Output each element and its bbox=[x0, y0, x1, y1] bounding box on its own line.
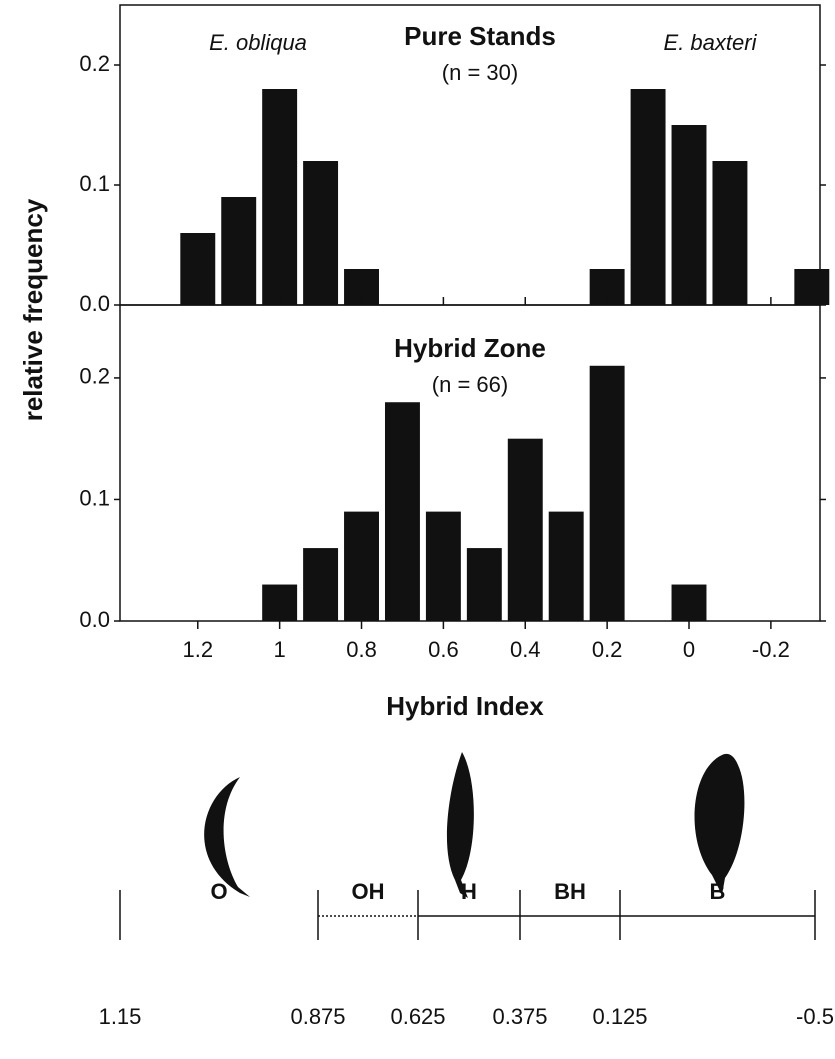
bar bbox=[712, 161, 748, 305]
x-tick-label: 0.8 bbox=[346, 637, 377, 662]
panel-title: Hybrid Zone bbox=[394, 333, 546, 363]
class-boundary-label: 0.375 bbox=[492, 1004, 547, 1029]
bar bbox=[630, 89, 666, 305]
y-axis-label: relative frequency bbox=[18, 198, 48, 421]
x-tick-label: 1.2 bbox=[182, 637, 213, 662]
bar bbox=[671, 125, 707, 305]
bar bbox=[507, 438, 543, 621]
leaf-h bbox=[446, 752, 474, 898]
panel-subtitle: (n = 30) bbox=[442, 60, 518, 85]
class-label: BH bbox=[554, 879, 586, 904]
bar bbox=[262, 89, 298, 305]
y-tick-label: 0.2 bbox=[79, 364, 110, 389]
leaf-b bbox=[694, 753, 745, 895]
bar bbox=[794, 269, 830, 305]
class-boundary-label: -0.5 bbox=[796, 1004, 834, 1029]
x-axis-label: Hybrid Index bbox=[386, 691, 544, 721]
bar bbox=[466, 548, 502, 621]
x-tick-label: 0.6 bbox=[428, 637, 459, 662]
bar bbox=[344, 511, 379, 621]
class-label: B bbox=[710, 879, 726, 904]
class-boundary-label: 1.15 bbox=[99, 1004, 142, 1029]
bar bbox=[425, 511, 461, 621]
class-boundary-label: 0.875 bbox=[290, 1004, 345, 1029]
class-label: H bbox=[461, 879, 477, 904]
bar bbox=[548, 511, 584, 621]
bar bbox=[303, 548, 339, 621]
y-tick-label: 0.0 bbox=[79, 607, 110, 632]
bar bbox=[671, 584, 707, 621]
bar bbox=[384, 402, 420, 621]
x-tick-label: 0.2 bbox=[592, 637, 623, 662]
x-tick-label: 1 bbox=[274, 637, 286, 662]
bar bbox=[262, 584, 298, 621]
y-tick-label: 0.1 bbox=[79, 171, 110, 196]
leaf-o bbox=[204, 777, 250, 897]
bar bbox=[589, 365, 625, 621]
class-boundary-label: 0.625 bbox=[390, 1004, 445, 1029]
annotation: E. baxteri bbox=[664, 30, 758, 55]
x-tick-label: -0.2 bbox=[752, 637, 790, 662]
bar bbox=[180, 233, 216, 305]
x-tick-label: 0.4 bbox=[510, 637, 541, 662]
bar bbox=[303, 161, 339, 305]
y-tick-label: 0.2 bbox=[79, 51, 110, 76]
panel-title: Pure Stands bbox=[404, 21, 556, 51]
y-tick-label: 0.0 bbox=[79, 291, 110, 316]
class-label: OH bbox=[352, 879, 385, 904]
bar bbox=[221, 197, 257, 305]
x-tick-label: 0 bbox=[683, 637, 695, 662]
class-label: O bbox=[210, 879, 227, 904]
class-boundary-label: 0.125 bbox=[592, 1004, 647, 1029]
panel-subtitle: (n = 66) bbox=[432, 372, 508, 397]
annotation: E. obliqua bbox=[209, 30, 307, 55]
y-tick-label: 0.1 bbox=[79, 485, 110, 510]
